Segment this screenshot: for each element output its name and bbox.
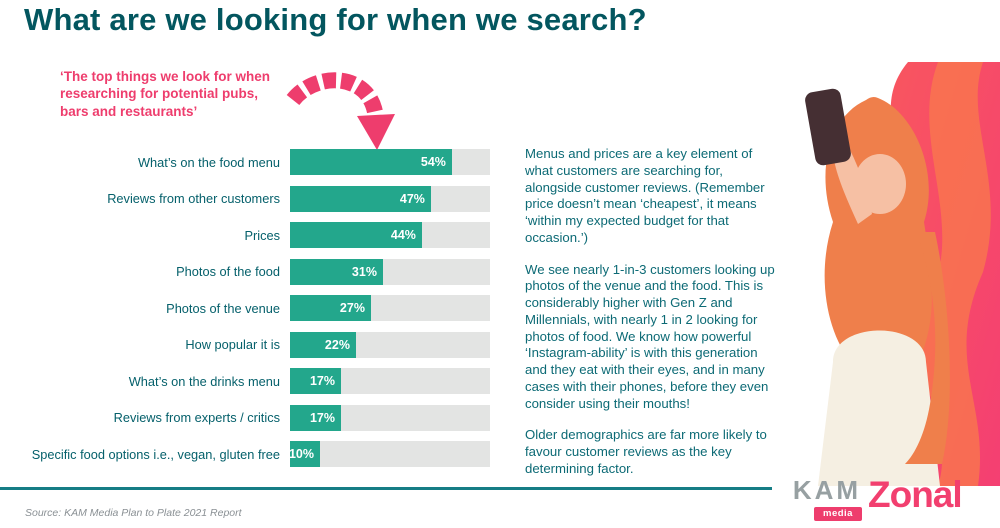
bar: 10% xyxy=(288,441,320,468)
commentary-column: Menus and prices are a key element of wh… xyxy=(525,146,777,493)
bar-row: How popular it is 22% xyxy=(18,327,490,364)
page-title: What are we looking for when we search? xyxy=(24,2,647,37)
bar-category-label: Photos of the venue xyxy=(166,300,280,316)
bar-row: What’s on the food menu 54% xyxy=(18,144,490,181)
bar-row: Prices 44% xyxy=(18,217,490,254)
bar-category-label: How popular it is xyxy=(185,337,280,353)
commentary-paragraph-3: Older demographics are far more likely t… xyxy=(525,427,767,477)
bar: 44% xyxy=(290,222,422,249)
bar: 22% xyxy=(290,331,356,358)
bar: 17% xyxy=(290,404,341,431)
bar-value-label: 47% xyxy=(399,191,425,206)
bar-category-label: What’s on the food menu xyxy=(137,154,280,170)
curved-arrow-icon xyxy=(283,68,403,178)
annotation-callout: ‘The top things we look for when researc… xyxy=(60,69,270,119)
bar-value-label: 22% xyxy=(324,337,350,352)
bar: 17% xyxy=(290,368,341,395)
commentary-paragraph-2: We see nearly 1-in-3 customers looking u… xyxy=(525,261,775,411)
bar-track: 31% xyxy=(290,258,490,285)
source-note: Source: KAM Media Plan to Plate 2021 Rep… xyxy=(25,507,242,519)
bar-value-label: 31% xyxy=(351,264,377,279)
zonal-logo: Zonal xyxy=(868,474,963,515)
bar: 47% xyxy=(290,185,431,212)
kam-logo: KAM media xyxy=(792,477,862,521)
bar-chart: What’s on the food menu 54% Reviews from o… xyxy=(18,144,490,473)
bar-track: 44% xyxy=(290,222,490,249)
bar-category-label: What’s on the drinks menu xyxy=(128,373,280,389)
bar: 54% xyxy=(290,149,452,176)
bar-category-label: Specific food options i.e., vegan, glute… xyxy=(31,446,280,462)
bar-row: Reviews from other customers 47% xyxy=(18,181,490,218)
bar-track: 22% xyxy=(290,331,490,358)
bar-value-label: 27% xyxy=(339,301,365,316)
bar-value-label: 10% xyxy=(288,447,314,462)
bar-row: Reviews from experts / critics 17% xyxy=(18,400,490,437)
footer-divider xyxy=(0,487,772,490)
bar-category-label: Prices xyxy=(244,227,280,243)
bar: 31% xyxy=(290,258,383,285)
bar-category-label: Photos of the food xyxy=(176,264,280,280)
bar-value-label: 17% xyxy=(309,410,335,425)
woman-with-phone-illustration xyxy=(778,62,1000,486)
bar-row: Photos of the venue 27% xyxy=(18,290,490,327)
bar-value-label: 54% xyxy=(420,155,446,170)
bar-row: What’s on the drinks menu 17% xyxy=(18,363,490,400)
bar-row: Specific food options i.e., vegan, glute… xyxy=(18,436,490,473)
bar-track: 10% xyxy=(288,441,490,468)
kam-logo-text: KAM xyxy=(792,475,862,505)
bar-category-label: Reviews from other customers xyxy=(107,191,280,207)
bar-track: 47% xyxy=(290,185,490,212)
bar-track: 17% xyxy=(290,404,490,431)
bar-category-label: Reviews from experts / critics xyxy=(113,410,280,426)
bar-row: Photos of the food 31% xyxy=(18,254,490,291)
bar-track: 17% xyxy=(290,368,490,395)
bar: 27% xyxy=(290,295,371,322)
bar-track: 27% xyxy=(290,295,490,322)
commentary-paragraph-1: Menus and prices are a key element of wh… xyxy=(525,146,765,245)
bar-track: 54% xyxy=(290,149,490,176)
bar-value-label: 17% xyxy=(309,374,335,389)
bar-value-label: 44% xyxy=(390,228,416,243)
kam-media-badge: media xyxy=(814,507,862,521)
